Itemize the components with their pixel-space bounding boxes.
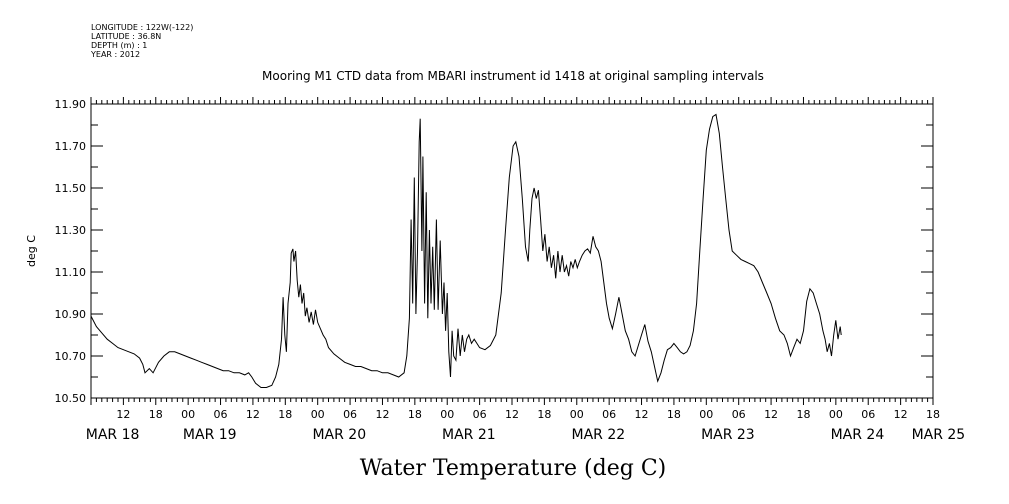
y-tick-label: 11.10 bbox=[55, 266, 87, 279]
year-text: YEAR : 2012 bbox=[90, 50, 140, 59]
hour-tick-label: 12 bbox=[116, 408, 130, 421]
hour-tick-label: 00 bbox=[699, 408, 713, 421]
y-tick-label: 10.70 bbox=[55, 350, 87, 363]
hour-tick-label: 00 bbox=[829, 408, 843, 421]
y-axis-label: deg C bbox=[25, 235, 38, 267]
hour-tick-label: 12 bbox=[505, 408, 519, 421]
hour-tick-label: 00 bbox=[570, 408, 584, 421]
hour-tick-label: 00 bbox=[440, 408, 454, 421]
hour-tick-label: 12 bbox=[635, 408, 649, 421]
y-axis: 10.50 10.70 10.90 11.10 11.30 11.50 11.70 11.90 bbox=[55, 98, 933, 405]
day-tick-label: MAR 24 bbox=[831, 427, 885, 443]
latitude-text: LATITUDE : 36.8N bbox=[91, 32, 161, 41]
x-day-labels: MAR 18 MAR 19 MAR 20 MAR 21 MAR 22 MAR 23 MAR … bbox=[86, 427, 965, 443]
hour-tick-label: 06 bbox=[732, 408, 746, 421]
longitude-text: LONGITUDE : 122W(-122) bbox=[91, 23, 193, 32]
temperature-series-line bbox=[90, 113, 842, 388]
hour-tick-label: 18 bbox=[149, 408, 163, 421]
hour-tick-label: 00 bbox=[311, 408, 325, 421]
hour-tick-label: 18 bbox=[537, 408, 551, 421]
hour-tick-label: 12 bbox=[764, 408, 778, 421]
y-tick-label: 11.50 bbox=[55, 182, 87, 195]
y-tick-label: 10.50 bbox=[55, 392, 87, 405]
hour-tick-label: 18 bbox=[408, 408, 422, 421]
day-tick-label: MAR 19 bbox=[183, 427, 237, 443]
day-tick-label: MAR 18 bbox=[86, 427, 140, 443]
hour-tick-label: 00 bbox=[181, 408, 195, 421]
hour-tick-label: 06 bbox=[473, 408, 487, 421]
day-tick-label: MAR 22 bbox=[572, 427, 626, 443]
hour-tick-label: 06 bbox=[214, 408, 228, 421]
hour-tick-label: 18 bbox=[278, 408, 292, 421]
plot-frame bbox=[90, 103, 934, 399]
hour-tick-label: 18 bbox=[926, 408, 940, 421]
hour-tick-label: 12 bbox=[375, 408, 389, 421]
y-tick-label: 10.90 bbox=[55, 308, 87, 321]
day-tick-label: MAR 23 bbox=[701, 427, 755, 443]
x-axis-title: Water Temperature (deg C) bbox=[360, 456, 667, 481]
hour-tick-label: 18 bbox=[667, 408, 681, 421]
hour-tick-label: 06 bbox=[602, 408, 616, 421]
y-tick-label: 11.90 bbox=[55, 98, 87, 111]
metadata-block: LONGITUDE : 122W(-122) LATITUDE : 36.8N … bbox=[90, 23, 193, 59]
y-tick-label: 11.30 bbox=[55, 224, 87, 237]
chart-title: Mooring M1 CTD data from MBARI instrumen… bbox=[262, 69, 764, 83]
depth-text: DEPTH (m) : 1 bbox=[91, 41, 147, 50]
hour-tick-label: 18 bbox=[796, 408, 810, 421]
hour-tick-label: 12 bbox=[246, 408, 260, 421]
day-tick-label: MAR 21 bbox=[442, 427, 496, 443]
day-tick-label: MAR 25 bbox=[912, 427, 966, 443]
day-tick-label: MAR 20 bbox=[312, 427, 366, 443]
x-hour-labels: 12 18 00 06 12 18 00 06 12 18 00 06 12 18 00 06 12 18 00 06… bbox=[116, 408, 940, 421]
x-axis bbox=[90, 97, 934, 405]
hour-tick-label: 06 bbox=[343, 408, 357, 421]
hour-tick-label: 06 bbox=[861, 408, 875, 421]
y-tick-label: 11.70 bbox=[55, 140, 87, 153]
hour-tick-label: 12 bbox=[894, 408, 908, 421]
